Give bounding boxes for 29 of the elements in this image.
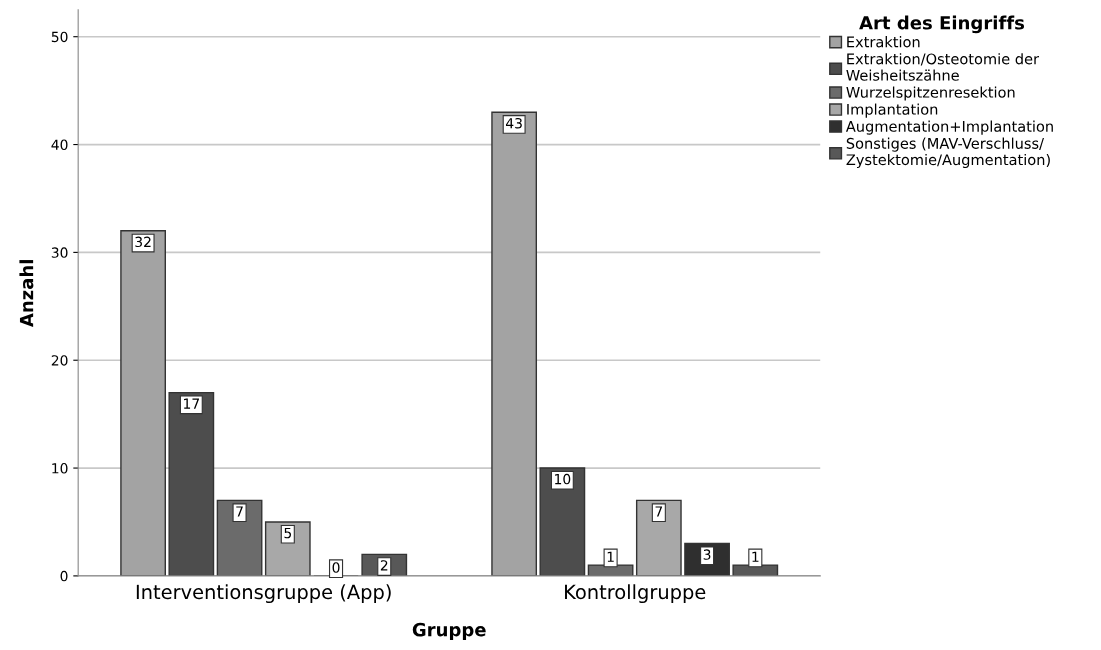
data-label: 1 <box>607 551 614 562</box>
x-axis-title: Gruppe <box>412 622 486 640</box>
data-label: 0 <box>332 562 340 573</box>
data-label: 32 <box>135 236 151 248</box>
legend-label: Extraktion <box>847 36 920 48</box>
y-tick-label: 40 <box>51 139 68 151</box>
legend-label: Implantation <box>847 103 938 118</box>
y-tick-label: 50 <box>51 31 68 43</box>
legend-label: Extraktion/Osteotomie der Weisheitszähne <box>846 53 1040 81</box>
y-tick-label: 30 <box>51 247 68 258</box>
data-label: 10 <box>555 473 571 485</box>
data-label: 43 <box>505 118 522 129</box>
legend-title: Art des Eingriffs <box>859 15 1025 34</box>
data-label: 3 <box>703 549 711 560</box>
y-tick-label: 0 <box>60 570 68 582</box>
legend-label: Augmentation+Implantation <box>845 120 1053 135</box>
data-label: 17 <box>184 398 199 409</box>
y-axis-title: Anzahl <box>19 260 34 328</box>
data-label: 7 <box>655 506 663 517</box>
data-label: 1 <box>752 551 759 562</box>
data-label: 5 <box>284 527 292 539</box>
legend-label: Wurzelspitzenresektion <box>846 86 1015 101</box>
y-tick-label: 10 <box>52 463 68 474</box>
y-tick-label: 20 <box>51 355 68 366</box>
x-tick-label: Kontrollgruppe <box>565 584 706 604</box>
legend-label: Sonstiges (MAV-Verschluss/Zystektomie/Augmentation) <box>846 137 1050 169</box>
x-tick-label: Interventionsgruppe (App) <box>136 584 391 604</box>
data-label: 2 <box>380 560 388 571</box>
data-label: 7 <box>236 506 243 517</box>
